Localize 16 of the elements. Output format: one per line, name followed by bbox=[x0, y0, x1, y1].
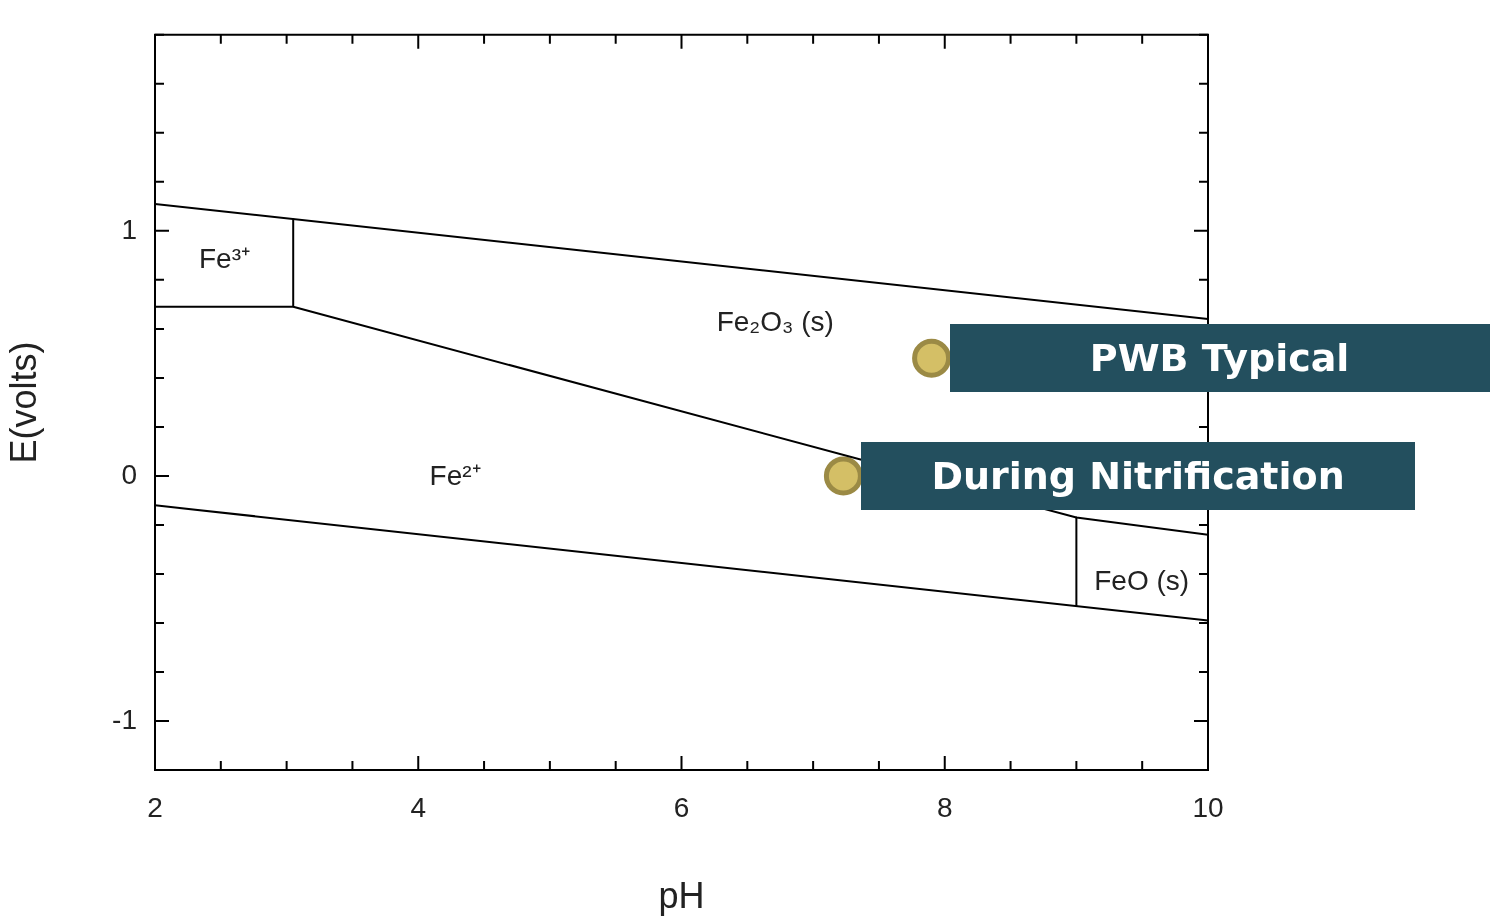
x-tick-label: 8 bbox=[936, 791, 953, 823]
x-axis-title: pH bbox=[658, 875, 705, 917]
y-axis-title: E(volts) bbox=[2, 341, 44, 464]
text: PWB Typical bbox=[1089, 335, 1350, 382]
series-label: During Nitrification bbox=[931, 452, 1345, 499]
y-tick-label: -1 bbox=[112, 703, 137, 735]
x-tick-label: 10 bbox=[1192, 791, 1224, 823]
annotation: Fe³⁺ bbox=[199, 243, 250, 275]
y-tick-label: 1 bbox=[121, 213, 137, 245]
annotation: FeO (s) bbox=[1094, 564, 1190, 596]
annotation: Fe²⁺ bbox=[429, 460, 481, 492]
annotation: Fe₂O₃ (s) bbox=[716, 306, 834, 338]
x-tick-label: 4 bbox=[410, 791, 427, 823]
y-tick-label: 0 bbox=[121, 458, 137, 490]
x-tick-label: 2 bbox=[147, 791, 163, 823]
x-tick-label: 6 bbox=[673, 791, 690, 823]
